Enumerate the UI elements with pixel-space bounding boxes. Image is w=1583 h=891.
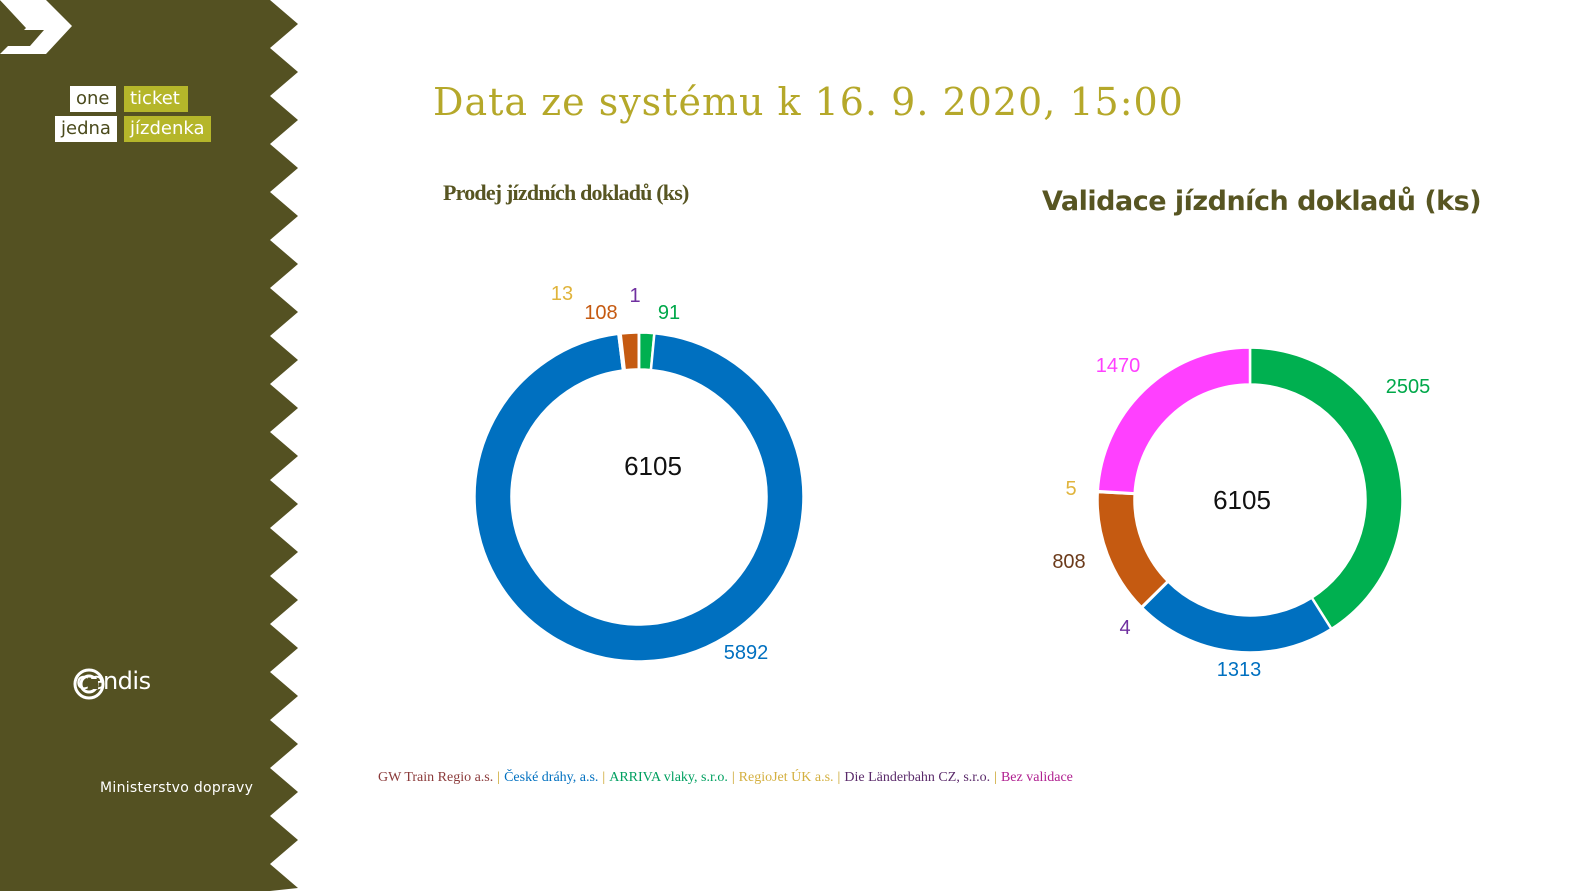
sidebar-background: [0, 0, 298, 891]
donut-slice-sales-1: [473, 331, 805, 663]
data-label-validation-0: 2505: [1386, 376, 1431, 398]
legend-separator: |: [497, 770, 501, 785]
page-title: Data ze systému k 16. 9. 2020, 15:00: [433, 80, 1184, 124]
data-label-validation-5: 1470: [1096, 355, 1141, 377]
chart-title-sales: Prodej jízdních dokladů (ks): [443, 180, 689, 205]
legend-item: GW Train Regio a.s.: [378, 770, 494, 785]
legend: GW Train Regio a.s. | České dráhy, a.s. | AR…: [378, 770, 1073, 786]
donut-slice-sales-3: [619, 331, 641, 372]
center-total-validation: 6105: [1213, 485, 1271, 515]
center-total-sales: 6105: [624, 451, 682, 481]
donut-slice-validation-3: [1096, 490, 1170, 609]
logo-one: one: [70, 86, 116, 112]
data-label-validation-1: 1313: [1217, 659, 1262, 681]
data-label-sales-3: 108: [584, 302, 617, 324]
donut-slice-validation-5: [1096, 346, 1252, 495]
legend-item: Bez validace: [1000, 770, 1073, 785]
logo-jedna: jedna: [55, 116, 117, 142]
ministry-label: Ministerstvo dopravy: [100, 780, 254, 796]
logo-jizdenka: jízdenka: [124, 116, 211, 142]
donut-slice-validation-0: [1248, 346, 1404, 631]
data-label-validation-4: 5: [1065, 478, 1076, 500]
legend-separator: |: [602, 770, 606, 785]
legend-separator: |: [731, 770, 735, 785]
data-label-validation-3: 808: [1052, 551, 1085, 573]
donut-slice-validation-1: [1140, 579, 1334, 654]
cendis-label: cendis: [76, 667, 151, 695]
legend-separator: |: [837, 770, 841, 785]
ministry-logo-icon: [0, 0, 72, 54]
cendis-logo: cendis: [72, 667, 151, 700]
legend-item: České dráhy, a.s.: [504, 770, 599, 785]
data-label-sales-2: 13: [551, 283, 573, 305]
legend-item: Die Länderbahn CZ, s.r.o.: [844, 770, 991, 785]
chart-title-validation: Validace jízdních dokladů (ks): [1042, 186, 1482, 217]
legend-item: RegioJet ÚK a.s.: [738, 770, 834, 785]
legend-separator: |: [994, 770, 997, 785]
logo-ticket: ticket: [124, 86, 188, 112]
legend-item: ARRIVA vlaky, s.r.o.: [609, 770, 728, 785]
cendis-icon: [73, 668, 105, 700]
data-label-sales-1: 5892: [724, 642, 769, 664]
data-label-sales-0: 91: [658, 302, 680, 324]
sidebar: one ticket jedna jízdenka cendis Ministe…: [0, 0, 300, 891]
data-label-sales-4: 1: [629, 285, 640, 307]
data-label-validation-2: 4: [1119, 617, 1130, 639]
